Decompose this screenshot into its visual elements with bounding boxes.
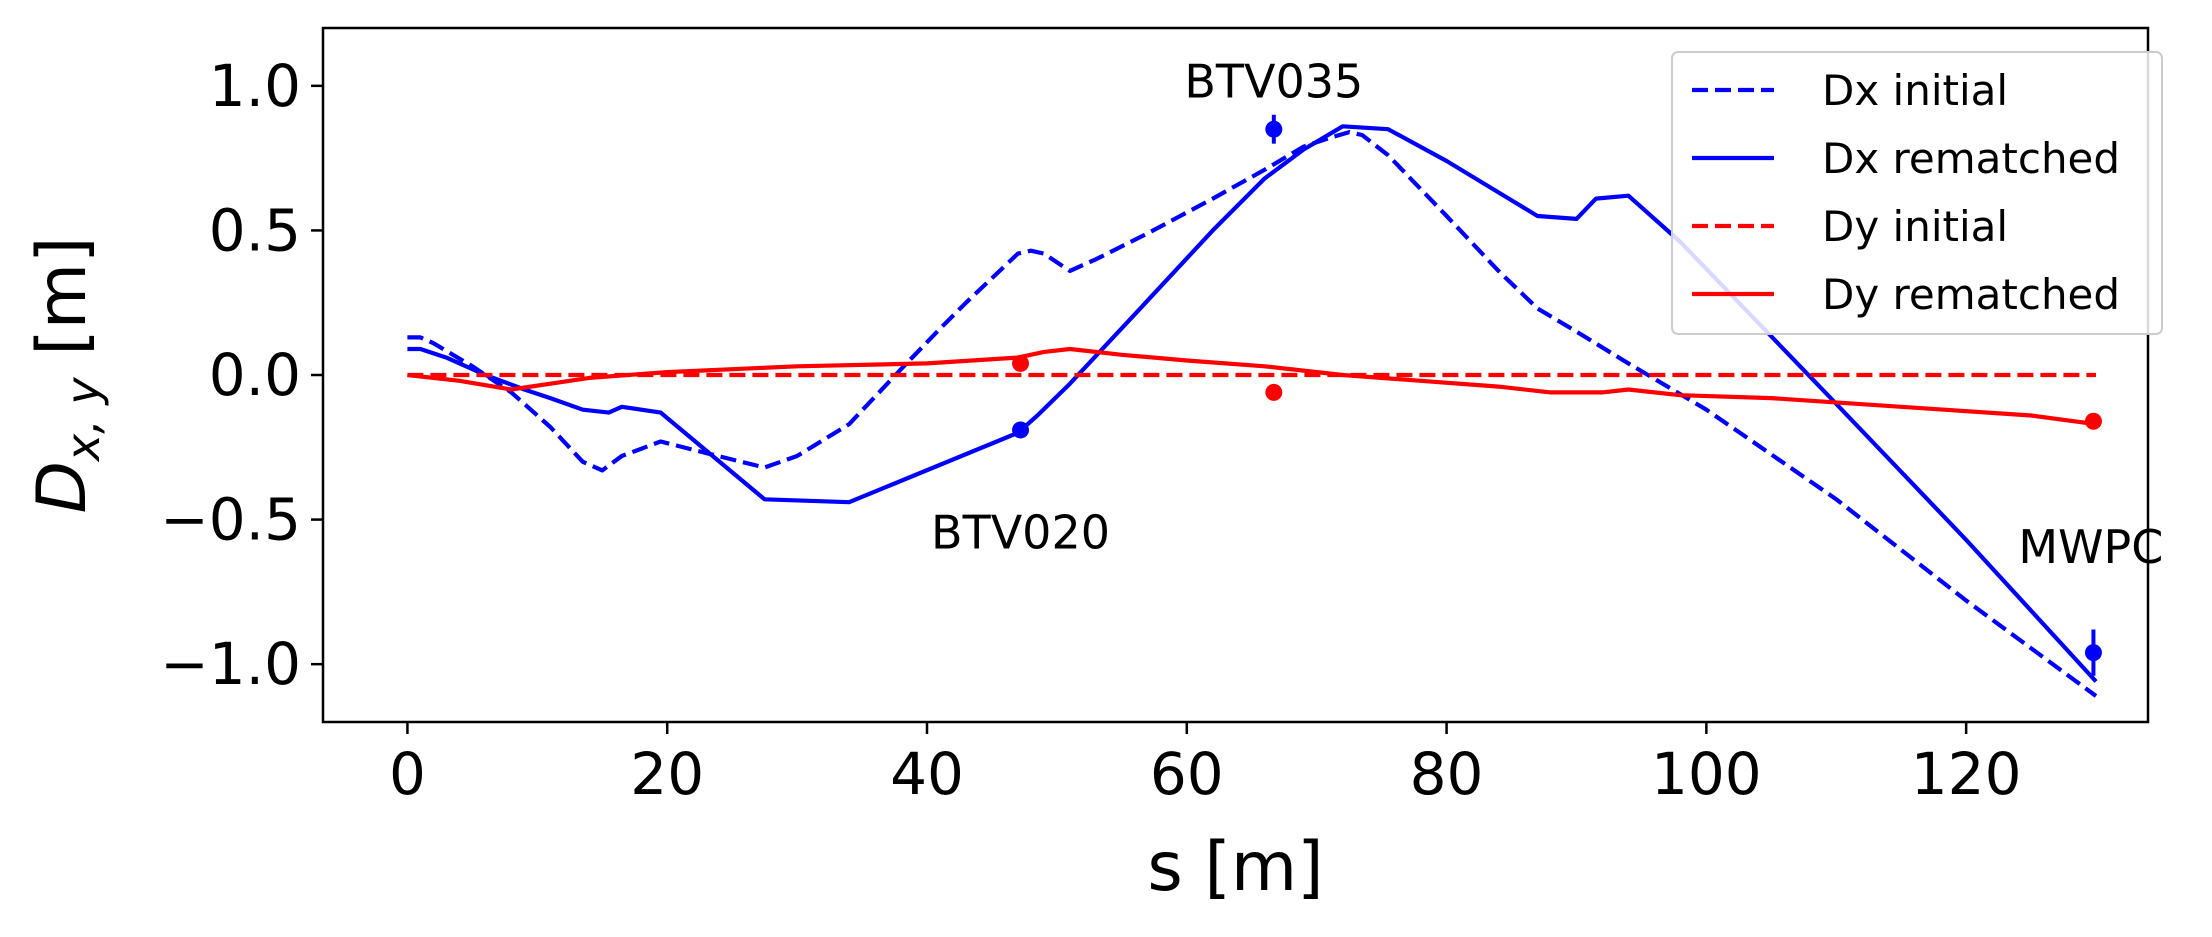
y-tick-label: 0.5 (209, 196, 301, 264)
x-axis-title: s [m] (1147, 828, 1323, 907)
y-tick-label: 1.0 (209, 52, 301, 120)
legend-label: Dy rematched (1822, 270, 2120, 319)
x-tick-label: 20 (630, 740, 704, 808)
y-axis-title-base: D (23, 461, 102, 513)
legend-label: Dx rematched (1822, 134, 2120, 183)
legend-item: Dy rematched (1692, 270, 2120, 319)
x-tick-label: 80 (1410, 740, 1484, 808)
measurement-dx-2 (2084, 629, 2102, 676)
legend-label: Dy initial (1822, 202, 2008, 251)
y-tick-label: −0.5 (160, 486, 301, 554)
legend-label: Dx initial (1822, 66, 2008, 115)
measurement-point (2084, 644, 2102, 662)
annotation-mwpc: MWPC (2018, 520, 2163, 574)
series-dx-rematched (407, 124, 2098, 683)
series-dx-initial (407, 130, 2098, 698)
y-axis: 1.0 0.5 0.0 −0.5 −1.0 (160, 52, 323, 698)
x-tick-label: 0 (389, 740, 426, 808)
y-axis-title-unit: [m] (23, 237, 102, 378)
measurement-point (1265, 120, 1283, 138)
measurement-dx-1 (1265, 114, 1283, 144)
measurement-dx-0 (1012, 421, 1030, 439)
measurement-point (2084, 412, 2102, 430)
measurement-dy-3 (1012, 354, 1030, 372)
y-axis-title: Dx, y [m] (23, 237, 110, 514)
legend-item: Dx initial (1692, 66, 2008, 115)
x-tick-label: 100 (1651, 740, 1762, 808)
measurement-dy-4 (1265, 383, 1283, 401)
y-tick-label: 0.0 (209, 341, 301, 409)
x-tick-label: 40 (890, 740, 964, 808)
legend-item: Dy initial (1692, 202, 2008, 251)
x-axis: 0 20 40 60 80 100 120 (389, 722, 2022, 808)
annotation-layer: BTV035 BTV020 MWPC (931, 54, 2163, 574)
series-layer (407, 124, 2098, 698)
annotation-btv035: BTV035 (1184, 54, 1363, 108)
x-tick-label: 120 (1911, 740, 2022, 808)
measurement-point (1012, 354, 1030, 372)
measurement-point (1265, 383, 1283, 401)
annotation-btv020: BTV020 (931, 506, 1110, 560)
measurement-layer (1012, 114, 2102, 676)
x-tick-label: 60 (1150, 740, 1224, 808)
y-tick-label: −1.0 (160, 630, 301, 698)
series-dy-rematched (407, 346, 2097, 427)
measurement-dy-5 (2084, 412, 2102, 430)
measurement-point (1012, 421, 1030, 439)
legend-item: Dx rematched (1692, 134, 2120, 183)
legend-box (1671, 51, 2163, 335)
legend: Dx initial Dx rematched Dy initial Dy remat… (1671, 51, 2163, 335)
y-axis-title-subscript: x, y (56, 377, 110, 463)
